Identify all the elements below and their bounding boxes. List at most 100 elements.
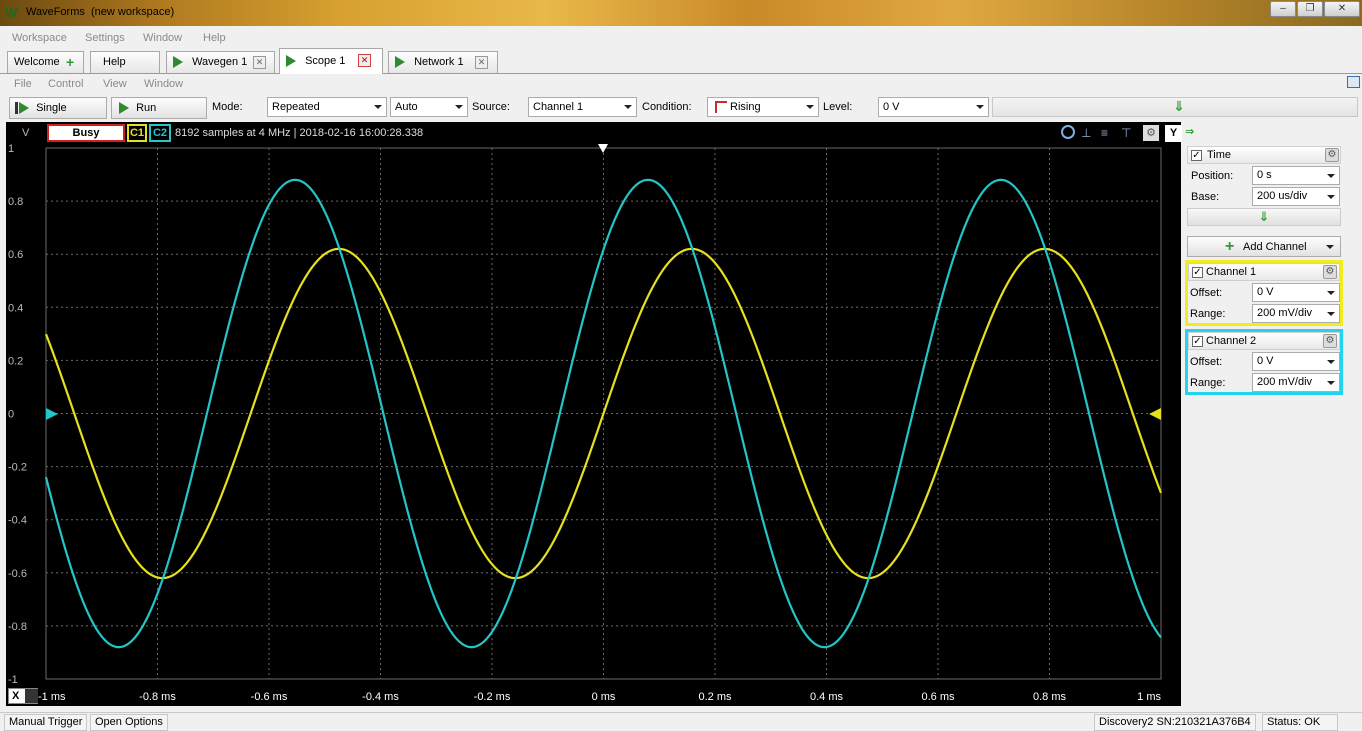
channel-2-settings-icon[interactable]: ⚙ [1323,334,1337,348]
time-apply-button[interactable]: ⇓ [1187,208,1341,226]
source-select[interactable]: Channel 1 [528,97,637,117]
channel-1-settings-icon[interactable]: ⚙ [1323,265,1337,279]
channel-2-offset-marker[interactable] [46,408,58,420]
y-tick-label: 0 [8,409,14,421]
chevron-down-icon [455,105,463,109]
y-tick-label: 0.4 [8,302,23,314]
trigger-position-marker[interactable] [598,144,608,153]
app-title: WaveForms [26,6,85,18]
channel-1-offset-marker[interactable] [1149,408,1161,420]
minimize-button[interactable]: – [1270,1,1296,17]
single-button[interactable]: Single [9,97,107,119]
x-axis-button[interactable]: X [8,688,38,704]
channel-1-title: Channel 1 [1206,266,1257,278]
x-tick-label: 0.2 ms [698,691,732,703]
run-button[interactable]: Run [111,97,207,119]
y-tick-label: -0.8 [8,621,27,633]
device-info[interactable]: Discovery2 SN:210321A376B4 [1094,714,1256,731]
channel-1-checkbox[interactable]: ✓ [1192,267,1203,278]
x-tick-label: -0.4 ms [362,691,399,703]
status-bar: Manual Trigger Open Options Discovery2 S… [0,712,1362,731]
x-tick-label: 0.8 ms [1033,691,1067,703]
source-label: Source: [472,101,510,113]
mode-select[interactable]: Repeated [267,97,387,117]
scope-plot-svg[interactable]: 1 0.8 0.6 0.4 0.2 0 -0.2 -0.4 -0.6 -0.8 -1 -1 ms -0… [6,122,1181,706]
menu-window-scope[interactable]: Window [144,78,184,90]
x-tick-label: 1 ms [1137,691,1161,703]
chevron-down-icon [976,105,984,109]
time-settings-icon[interactable]: ⚙ [1325,148,1339,162]
tab-wavegen[interactable]: Wavegen 1 ✕ [166,51,275,73]
window-title: WaveForms (new workspace) [26,6,174,18]
add-channel-label: Add Channel [1243,241,1307,253]
tab-network[interactable]: Network 1 ✕ [388,51,498,73]
menu-settings[interactable]: Settings [85,32,125,44]
menu-help[interactable]: Help [203,32,226,44]
x-tick-label: -0.6 ms [251,691,288,703]
align-top-icon[interactable]: ⊤ [1121,126,1132,140]
tab-scope[interactable]: Scope 1 ✕ [279,48,383,74]
ch2-range-select[interactable]: 200 mV/div [1252,373,1340,392]
add-channel-button[interactable]: + Add Channel [1187,236,1341,257]
chevron-down-icon [1327,312,1335,316]
collapse-panel-icon[interactable]: ⇒ [1185,126,1195,138]
y-tick-label: -0.6 [8,568,27,580]
y-tick-label: -0.4 [8,515,27,527]
time-checkbox[interactable]: ✓ [1191,150,1202,161]
level-select[interactable]: 0 V [878,97,989,117]
align-middle-icon[interactable]: ≡ [1101,126,1109,140]
menu-window[interactable]: Window [143,32,183,44]
settings-icon[interactable]: ⚙ [1143,125,1159,141]
auto-select[interactable]: Auto [390,97,468,117]
tab-help[interactable]: Help [90,51,160,73]
state-text: Busy [72,127,100,139]
app-logo-icon: W [5,5,18,20]
x-tick-label: -0.2 ms [474,691,511,703]
level-slider[interactable]: ⇓ [992,97,1358,117]
channel-2-badge[interactable]: C2 [149,124,171,142]
x-tick-label: 0.4 ms [810,691,844,703]
close-tab-icon[interactable]: ✕ [475,56,488,69]
c2-text: C2 [152,127,168,139]
scope-plot[interactable]: 1 0.8 0.6 0.4 0.2 0 -0.2 -0.4 -0.6 -0.8 -1 -1 ms -0… [6,122,1182,706]
y-tick-label: 0.8 [8,196,23,208]
tab-label: Help [103,56,126,68]
menu-file[interactable]: File [14,78,32,90]
channel-2-title: Channel 2 [1206,335,1257,347]
base-label: Base: [1191,191,1220,203]
tab-label: Wavegen 1 [192,56,248,68]
ch2-offset-select[interactable]: 0 V [1252,352,1340,371]
x-axis-text: X [12,690,20,702]
level-value: 0 V [883,101,900,113]
x-tick-label: 0.6 ms [921,691,955,703]
align-bottom-icon[interactable]: ⊥ [1081,126,1092,140]
single-icon [15,102,18,115]
tab-welcome[interactable]: Welcome + [7,51,84,73]
channel-2-group: ✓ Channel 2 ⚙ Offset: 0 V Range: 200 mV/… [1185,329,1343,395]
x-tick-labels: -1 ms -0.8 ms -0.6 ms -0.4 ms -0.2 ms 0 ms 0.2… [38,691,1161,703]
close-window-button[interactable]: ✕ [1324,1,1360,17]
ch1-offset-select[interactable]: 0 V [1252,283,1340,302]
ch1-range-select[interactable]: 200 mV/div [1252,304,1340,323]
channel-2-checkbox[interactable]: ✓ [1192,336,1203,347]
menu-workspace[interactable]: Workspace [12,32,67,44]
dock-icon[interactable] [1347,76,1360,88]
menu-control[interactable]: Control [48,78,84,90]
manual-trigger-button[interactable]: Manual Trigger [4,714,88,731]
menu-view[interactable]: View [103,78,127,90]
level-label: Level: [823,101,853,113]
ch2-offset-label: Offset: [1190,356,1223,368]
close-tab-icon[interactable]: ✕ [358,54,371,67]
time-title: Time [1207,149,1232,161]
channel-1-badge[interactable]: C1 [127,124,147,142]
condition-select[interactable]: Rising [707,97,819,117]
zoom-icon[interactable] [1061,125,1075,139]
base-select[interactable]: 200 us/div [1252,187,1340,206]
y-axis-button[interactable]: Y [1165,125,1182,142]
position-select[interactable]: 0 s [1252,166,1340,185]
open-options-button[interactable]: Open Options [90,714,168,731]
ch2-offset-value: 0 V [1257,355,1274,367]
close-tab-icon[interactable]: ✕ [253,56,266,69]
restore-button[interactable]: ❐ [1297,1,1323,17]
tab-label: Network 1 [414,56,464,68]
